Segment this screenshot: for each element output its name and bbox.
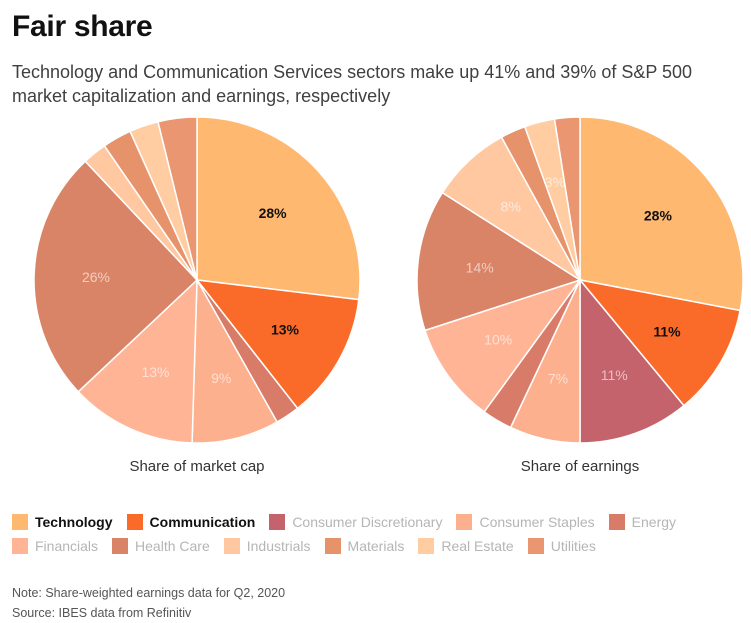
legend-label: Communication: [149, 514, 256, 530]
legend-item-consumer-discretionary: Consumer Discretionary: [269, 513, 442, 531]
slice-label-health-care: 26%: [82, 269, 110, 285]
legend-label: Industrials: [246, 538, 311, 554]
legend-label: Utilities: [550, 538, 596, 554]
footnote: Note: Share-weighted earnings data for Q…: [12, 583, 285, 623]
legend-label: Technology: [35, 514, 113, 530]
pie-share-of-market-cap: 28% 13% 9% 13% 26%: [33, 116, 361, 444]
chart-subtitle: Technology and Communication Services se…: [12, 62, 693, 106]
legend-label: Energy: [631, 514, 677, 530]
note-text: Note: Share-weighted earnings data for Q…: [12, 586, 286, 600]
legend-swatch: [126, 514, 143, 530]
slice-health-care: [33, 160, 199, 393]
legend-swatch: [269, 514, 286, 530]
legend-item-health-care: Health Care: [112, 537, 210, 555]
slice-label-financials: 13%: [141, 364, 169, 380]
slice-label-communication: 13%: [271, 322, 300, 338]
slice-label-consumer-staples: 9%: [211, 370, 231, 386]
pie-title: Share of market cap: [129, 458, 264, 475]
legend-item-consumer-staples: Consumer Staples: [456, 513, 595, 531]
legend-label: Consumer Discretionary: [292, 514, 443, 530]
pie-title: Share of earnings: [521, 458, 639, 475]
legend-item-technology: Technology: [12, 513, 113, 531]
pie-share-of-earnings: 28% 11% 11% 7% 10% 14% 8% 3%: [416, 116, 744, 444]
slice-technology: [579, 116, 744, 312]
pie-charts: 28% 13% 9% 13% 26% Share of market cap 28% 11% 1…: [33, 116, 744, 475]
slice-label-consumer-discretionary: 11%: [601, 367, 628, 383]
legend-item-financials: Financials: [12, 537, 98, 555]
source-text: Source: IBES data from Refinitiv: [12, 606, 192, 620]
slice-label-technology: 28%: [644, 208, 673, 224]
legend-item-real-estate: Real Estate: [418, 537, 514, 555]
legend-item-communication: Communication: [126, 513, 256, 531]
slice-financials: [77, 278, 198, 444]
legend-swatch: [456, 514, 473, 530]
slice-consumer-discretionary: [579, 277, 685, 444]
slice-utilities: [553, 116, 581, 281]
legend: Technology Communication Consumer Discreti…: [12, 513, 742, 555]
legend-item-utilities: Utilities: [527, 537, 596, 555]
legend-row: Technology Communication Consumer Discreti…: [12, 513, 742, 555]
legend-label: Real Estate: [441, 538, 514, 554]
slice-label-communication: 11%: [653, 323, 681, 339]
slice-technology: [196, 116, 361, 301]
legend-label: Financials: [35, 538, 99, 554]
slice-communication: [195, 279, 360, 410]
legend-swatch: [324, 538, 341, 554]
legend-swatch: [527, 538, 544, 554]
legend-item-materials: Materials: [324, 537, 405, 555]
slice-label-consumer-staples: 7%: [548, 371, 568, 387]
slice-financials: [424, 278, 582, 413]
slice-label-financials: 10%: [484, 331, 512, 347]
legend-label: Health Care: [135, 538, 210, 554]
slice-communication: [578, 278, 741, 407]
legend-swatch: [418, 538, 435, 554]
legend-swatch: [12, 514, 28, 530]
legend-item-energy: Energy: [608, 513, 677, 531]
slice-label-industrials: 8%: [501, 198, 521, 214]
legend-swatch: [12, 538, 28, 554]
slice-consumer-staples: [191, 277, 279, 444]
slice-label-health-care: 14%: [466, 259, 494, 275]
legend-label: Materials: [347, 538, 405, 554]
legend-swatch: [608, 514, 625, 530]
legend-item-industrials: Industrials: [223, 537, 311, 555]
legend-label: Consumer Staples: [479, 514, 595, 530]
chart-title: Fair share: [12, 10, 153, 43]
legend-swatch: [223, 538, 240, 554]
legend-swatch: [112, 538, 129, 554]
slice-utilities: [157, 116, 198, 281]
slice-label-technology: 28%: [259, 205, 288, 221]
slice-health-care: [416, 191, 582, 332]
slice-label-real-estate: 3%: [545, 174, 565, 190]
